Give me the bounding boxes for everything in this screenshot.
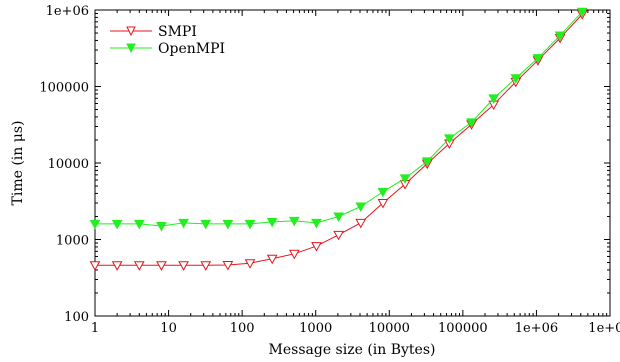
legend-marker-smpi — [126, 26, 136, 37]
y-tick-label: 1000 — [56, 234, 89, 249]
series-smpi — [89, 10, 588, 271]
data-point-openmpi — [178, 218, 189, 229]
data-point-openmpi — [444, 134, 455, 144]
x-axis-label: Message size (in Bytes) — [269, 342, 436, 358]
x-tick-label: 1e+06 — [515, 321, 558, 336]
data-point-openmpi — [377, 187, 389, 198]
data-point-smpi — [333, 230, 344, 241]
data-point-smpi — [89, 261, 101, 271]
data-point-smpi — [133, 261, 145, 271]
data-point-smpi — [311, 242, 322, 252]
x-tick-label: 1000 — [299, 321, 332, 336]
y-tick-label: 100 — [64, 310, 89, 325]
x-tick-label: 100000 — [438, 321, 488, 336]
data-point-openmpi — [222, 219, 234, 230]
x-tick-label: 100 — [230, 321, 255, 336]
x-tick-label: 10000 — [369, 321, 410, 336]
data-point-smpi — [222, 260, 234, 271]
data-point-openmpi — [200, 219, 212, 230]
data-point-smpi — [200, 261, 212, 271]
axis-ticks: 1 10 100 1000 10000 100000 1e+06 1e+07 100 1000 10… — [39, 4, 620, 336]
x-tick-label: 1 — [91, 321, 99, 336]
data-point-smpi — [355, 218, 367, 229]
y-axis-label: Time (in μs) — [10, 121, 26, 206]
legend-label-openmpi: OpenMPI — [158, 41, 225, 57]
data-point-openmpi — [399, 174, 411, 184]
y-tick-label: 10000 — [48, 157, 89, 172]
data-point-openmpi — [466, 118, 477, 128]
data-point-smpi — [266, 254, 278, 265]
y-tick-label: 1e+06 — [46, 4, 89, 19]
legend-item-smpi: SMPI — [110, 24, 197, 40]
data-point-openmpi — [89, 219, 101, 230]
data-point-openmpi — [576, 7, 588, 18]
data-point-openmpi — [133, 219, 145, 230]
data-point-openmpi — [488, 94, 500, 104]
data-point-smpi — [377, 199, 389, 209]
data-point-openmpi — [333, 212, 344, 222]
data-point-openmpi — [311, 218, 322, 229]
data-point-smpi — [156, 261, 167, 271]
x-tick-label: 10 — [160, 321, 177, 336]
legend-label-smpi: SMPI — [158, 24, 197, 40]
data-point-openmpi — [288, 216, 300, 227]
data-point-openmpi — [355, 202, 367, 213]
series-openmpi — [89, 7, 588, 232]
legend-marker-openmpi — [126, 43, 136, 54]
data-point-openmpi — [156, 222, 167, 232]
data-point-smpi — [178, 261, 189, 271]
data-point-openmpi — [244, 219, 256, 230]
data-point-smpi — [288, 249, 300, 260]
series-group — [89, 7, 588, 271]
data-point-smpi — [244, 259, 256, 269]
legend: SMPI OpenMPI — [110, 24, 225, 57]
data-point-openmpi — [266, 217, 278, 228]
data-point-openmpi — [111, 219, 123, 230]
data-point-openmpi — [421, 157, 433, 167]
data-point-openmpi — [510, 74, 522, 84]
data-point-openmpi — [532, 54, 544, 64]
data-point-openmpi — [554, 31, 566, 41]
y-tick-label: 100000 — [39, 81, 89, 96]
data-point-smpi — [111, 261, 123, 271]
x-tick-label: 1e+07 — [588, 321, 620, 336]
legend-item-openmpi: OpenMPI — [110, 41, 225, 57]
